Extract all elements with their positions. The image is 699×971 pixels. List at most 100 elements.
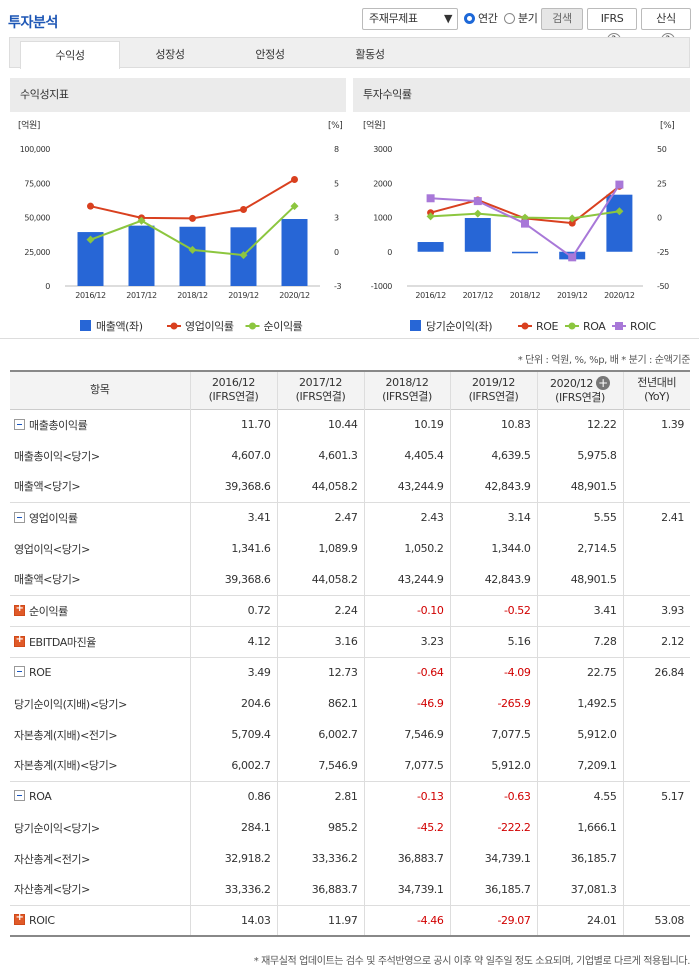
value-cell: 24.01 [536, 904, 623, 937]
row-label-cell: 자본총계(지배)<전기> [10, 719, 190, 750]
row-label-cell[interactable]: EBITDA마진율 [10, 625, 190, 657]
expand-icon[interactable] [14, 603, 25, 616]
row-label-cell[interactable]: ROIC [10, 904, 190, 937]
row-label-cell: 자산총계<전기> [10, 843, 190, 874]
value-cell: -0.10 [363, 594, 450, 626]
legend-item[interactable]: ROIC [612, 320, 657, 333]
bar [128, 225, 155, 286]
value-cell: 3.23 [363, 625, 450, 657]
y-tick-left: 3000 [373, 145, 392, 154]
value-cell: 204.6 [189, 688, 277, 719]
value-cell: 43,244.9 [363, 564, 450, 595]
legend-item[interactable]: 영업이익률 [167, 320, 234, 333]
col-header: 전년대비 (YoY) [622, 371, 690, 409]
value-cell [622, 471, 690, 502]
col-header: 2020/12 + (IFRS연결) [536, 371, 623, 409]
value-cell: 5.16 [449, 625, 537, 657]
value-cell: 42,843.9 [449, 564, 537, 595]
y-tick-left: 0 [45, 282, 50, 291]
y-tick-right: 50 [657, 145, 667, 154]
annual-radio[interactable]: 연간 [464, 10, 498, 28]
y-tick-left: 0 [387, 248, 392, 257]
row-label: EBITDA마진율 [29, 635, 97, 649]
bar [512, 251, 538, 254]
row-label: 매출총이익<당기> [14, 449, 100, 463]
tab-growth[interactable]: 성장성 [155, 48, 185, 61]
legend-item[interactable]: 매출액(좌) [80, 320, 143, 333]
x-tick-label: 2020/12 [279, 291, 310, 300]
row-label-cell[interactable]: ROE [10, 656, 190, 688]
legend-item[interactable]: ROA [565, 320, 607, 333]
report-type-select[interactable]: 주재무제표 ▼ [362, 8, 458, 30]
value-cell [622, 564, 690, 595]
row-label-cell: 당기순이익(지배)<당기> [10, 688, 190, 719]
legend-label: 매출액(좌) [96, 320, 143, 333]
data-point [87, 202, 94, 210]
y-tick-left: 2000 [373, 179, 392, 188]
tab-activity[interactable]: 활동성 [355, 48, 385, 61]
row-label-cell: 자산총계<당기> [10, 874, 190, 905]
value-cell: -4.46 [363, 904, 450, 937]
report-type-value: 주재무제표 [369, 12, 418, 25]
value-cell: 5.55 [536, 501, 623, 533]
investment-return-chart: [억원] [%] 3000 2000 1000 0 -1000 50 25 0 -25 -50 2016… [363, 119, 675, 333]
col-header: 2017/12 (IFRS연결) [276, 371, 364, 409]
value-cell: 48,901.5 [536, 471, 623, 502]
value-cell: 5.17 [622, 780, 690, 812]
row-label-cell[interactable]: 영업이익률 [10, 501, 190, 533]
value-cell: 2.43 [363, 501, 450, 533]
value-cell: 3.41 [189, 501, 277, 533]
value-cell: 5,709.4 [189, 719, 277, 750]
legend-item[interactable]: ROE [518, 320, 559, 333]
legend-item[interactable]: 순이익률 [245, 320, 303, 333]
collapse-icon[interactable] [14, 418, 25, 430]
formula-help-button[interactable]: 산식? [641, 8, 691, 47]
row-label-cell: 자본총계(지배)<당기> [10, 750, 190, 781]
collapse-icon[interactable] [14, 666, 25, 678]
quarter-label: 분기 [518, 12, 538, 25]
data-point [568, 214, 577, 223]
ifrs-help-button[interactable]: IFRS? [587, 8, 637, 47]
data-point [137, 216, 146, 225]
legend-item[interactable]: 당기순이익(좌) [410, 320, 493, 333]
collapse-icon[interactable] [14, 790, 25, 802]
value-cell: -29.07 [449, 904, 537, 937]
legend-label: ROIC [630, 320, 656, 333]
row-label-cell: 영업이익<당기> [10, 533, 190, 564]
legend-swatch [410, 320, 421, 331]
data-point [290, 202, 299, 211]
data-point [189, 214, 196, 222]
value-cell: 3.41 [536, 594, 623, 626]
value-cell: -0.63 [449, 780, 537, 812]
row-label-cell[interactable]: 매출총이익률 [10, 409, 190, 440]
tab-profitability[interactable]: 수익성 [20, 41, 120, 69]
y-tick-right: -25 [657, 248, 669, 257]
value-cell: 3.16 [276, 625, 364, 657]
left-panel-title: 수익성지표 [10, 78, 346, 112]
data-point [426, 194, 435, 203]
search-button[interactable]: 검색 [541, 8, 583, 30]
quarter-radio[interactable]: 분기 [504, 10, 538, 28]
bar [464, 218, 491, 252]
value-cell: 10.83 [449, 409, 537, 440]
table-row: 당기순이익<당기> 284.1 985.2 -45.2 -222.2 1,666.1 [10, 812, 690, 843]
x-tick-label: 2019/12 [557, 291, 588, 300]
expand-columns-icon[interactable]: + [595, 375, 610, 390]
collapse-icon[interactable] [14, 511, 25, 523]
row-label-cell[interactable]: ROA [10, 780, 190, 812]
value-cell: 26.84 [622, 656, 690, 688]
table-row: 매출액<당기> 39,368.6 44,058.2 43,244.9 42,843.9 4… [10, 471, 690, 502]
tab-stability[interactable]: 안정성 [255, 48, 285, 61]
expand-icon[interactable] [14, 634, 25, 647]
row-label-cell[interactable]: 순이익률 [10, 594, 190, 626]
expand-icon[interactable] [14, 912, 25, 925]
row-label: 영업이익<당기> [14, 542, 90, 556]
col-header-period: 2019/12 [472, 376, 515, 390]
row-label: 매출총이익률 [29, 418, 88, 432]
legend-marker [568, 322, 576, 330]
value-cell: 1,492.5 [536, 688, 623, 719]
value-cell: 3.49 [189, 656, 277, 688]
x-tick-label: 2018/12 [177, 291, 208, 300]
right-panel-title: 투자수익률 [353, 78, 690, 112]
table-row: 매출총이익률 11.70 10.44 10.19 10.83 12.22 1.39 [10, 409, 690, 440]
